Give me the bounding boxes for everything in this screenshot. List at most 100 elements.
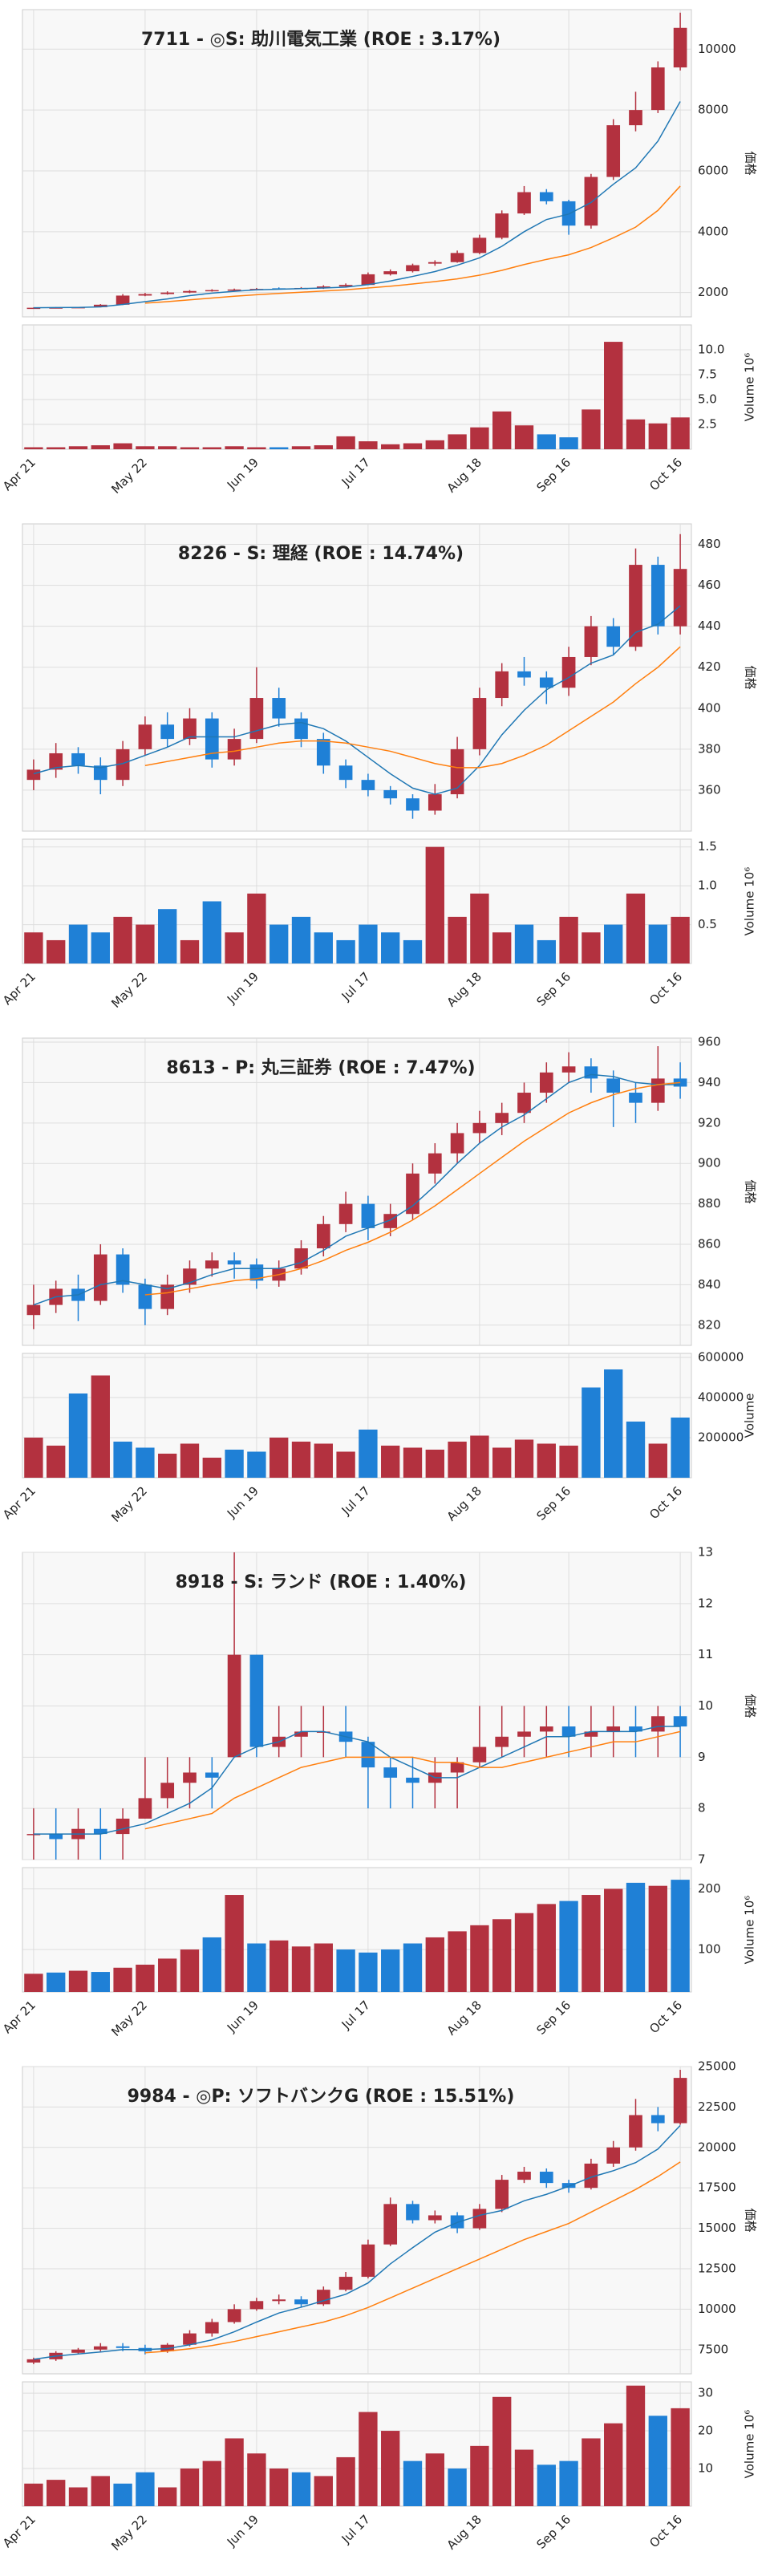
volume-bar <box>648 1885 667 1992</box>
volume-bar <box>582 1387 601 1478</box>
y-tick-label: 380 <box>698 741 721 756</box>
candle-body <box>338 285 353 287</box>
candle-body <box>316 739 330 766</box>
volume-bar <box>136 2472 155 2506</box>
x-tick-label: Sep 16 <box>534 969 574 1009</box>
volume-bar <box>582 1895 601 1992</box>
candle-body <box>673 1716 687 1727</box>
volume-bar <box>514 425 534 449</box>
moving-average-line <box>144 2161 681 2354</box>
volume-bar <box>314 932 333 963</box>
volume-bar <box>582 409 601 449</box>
candle-body <box>160 1284 175 1309</box>
y-tick-label: 880 <box>698 1196 721 1211</box>
volume-bar <box>537 939 556 963</box>
price-panel <box>22 1037 692 1346</box>
volume-bar <box>91 932 110 963</box>
x-tick-label: May 22 <box>108 2512 150 2554</box>
volume-bar <box>113 1442 132 1478</box>
y-tick-label: 420 <box>698 659 721 674</box>
y-tick-label: 4000 <box>698 224 728 238</box>
volume-bar <box>470 427 489 449</box>
x-tick-label: May 22 <box>108 455 150 497</box>
volume-axis-title: Volume 10⁶ <box>743 867 757 936</box>
volume-bar <box>202 447 221 449</box>
volume-bar <box>559 437 578 449</box>
volume-bar <box>559 916 578 963</box>
volume-bar <box>403 1447 423 1478</box>
x-tick-label: Jul 17 <box>338 455 373 489</box>
candle-body <box>584 2163 598 2189</box>
volume-bar <box>158 909 177 963</box>
volume-bar <box>47 2480 66 2506</box>
volume-bar <box>626 893 646 963</box>
y-tick-label: 25000 <box>698 2059 736 2074</box>
volume-tick-label: 200000 <box>698 1430 744 1445</box>
x-tick-label: Aug 18 <box>444 2512 484 2552</box>
x-tick-label: Apr 21 <box>0 2512 38 2550</box>
candle-body <box>517 671 531 678</box>
candle-body <box>116 295 130 305</box>
volume-bar <box>425 440 444 449</box>
volume-bar <box>359 441 378 449</box>
y-tick-label: 12500 <box>698 2261 736 2275</box>
candle-body <box>629 565 642 647</box>
candle-body <box>116 748 130 781</box>
volume-bar <box>291 2472 311 2506</box>
volume-bar <box>336 2456 355 2506</box>
x-tick-label: Oct 16 <box>646 969 685 1008</box>
chart-title: 7711 - ◎S: 助川電気工業 (ROE : 3.17%) <box>141 29 500 50</box>
y-tick-label: 8000 <box>698 103 728 117</box>
x-tick-label: Sep 16 <box>534 1998 574 2038</box>
volume-bar <box>537 434 556 449</box>
volume-tick-label: 0.5 <box>698 917 717 931</box>
candle-body <box>629 1726 642 1732</box>
y-tick-label: 8 <box>698 1801 706 1815</box>
candle-body <box>539 677 553 688</box>
x-tick-label: Aug 18 <box>444 969 484 1009</box>
x-tick-label: Apr 21 <box>0 455 38 493</box>
volume-bar <box>291 1442 311 1478</box>
volume-bar <box>113 916 132 963</box>
candle-body <box>495 671 509 699</box>
candle-body <box>539 1726 553 1732</box>
x-tick-label: Sep 16 <box>534 2512 574 2552</box>
candle-body <box>584 1731 598 1737</box>
candle-body <box>673 569 687 627</box>
volume-bar <box>604 2423 623 2506</box>
y-tick-label: 840 <box>698 1277 721 1292</box>
x-tick-label: Apr 21 <box>0 969 38 1008</box>
candle-body <box>361 1742 375 1768</box>
volume-bar <box>180 1443 200 1478</box>
candle-body <box>650 67 665 111</box>
x-tick-label: Jun 19 <box>224 1483 261 1521</box>
candle-body <box>383 1214 398 1228</box>
y-tick-label: 400 <box>698 700 721 715</box>
candle-body <box>183 1772 197 1783</box>
y-tick-label: 12 <box>698 1596 713 1610</box>
volume-bar <box>537 1443 556 1478</box>
volume-bar <box>671 2408 690 2506</box>
candle-body <box>294 2299 308 2305</box>
volume-bar <box>648 423 667 449</box>
candle-body <box>406 265 419 272</box>
volume-bar <box>470 1435 489 1478</box>
volume-bar <box>247 1943 266 1992</box>
candle-body <box>26 307 41 310</box>
volume-bar <box>425 1937 444 1992</box>
volume-bar <box>247 893 266 963</box>
candle-body <box>93 1828 107 1835</box>
volume-tick-label: 2.5 <box>698 417 717 432</box>
candle-body <box>361 1203 375 1228</box>
volume-tick-label: 100 <box>698 1942 721 1957</box>
candle-body <box>561 2183 576 2189</box>
y-tick-label: 460 <box>698 578 721 592</box>
candle-body <box>472 237 487 254</box>
candle-body <box>71 2349 85 2353</box>
y-tick-label: 480 <box>698 537 721 551</box>
y-tick-label: 820 <box>698 1317 721 1332</box>
candle-body <box>93 2346 107 2350</box>
volume-tick-label: 10 <box>698 2461 713 2476</box>
volume-bar <box>24 1974 43 1992</box>
volume-bar <box>514 1913 534 1992</box>
